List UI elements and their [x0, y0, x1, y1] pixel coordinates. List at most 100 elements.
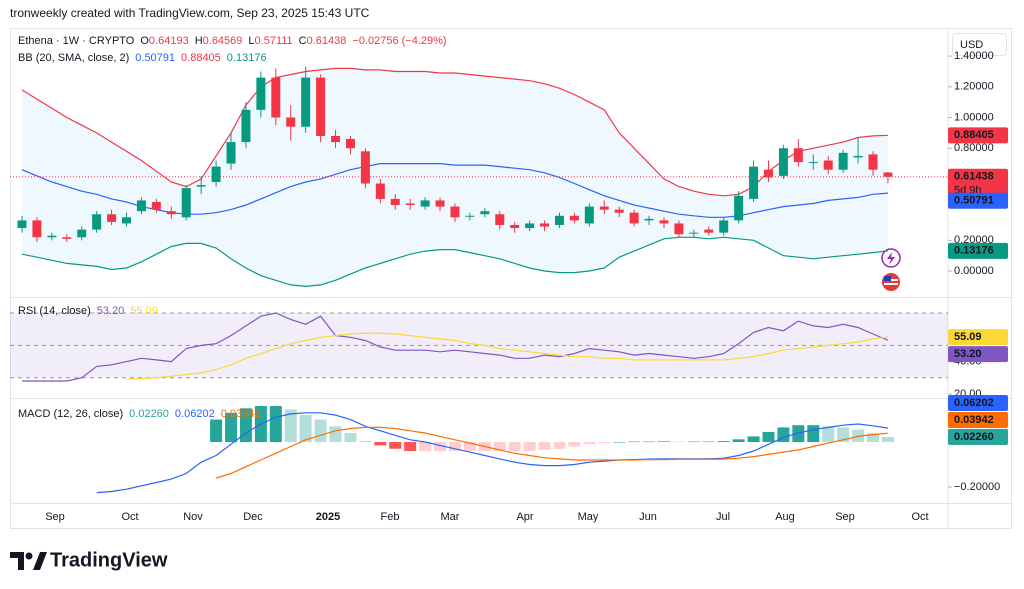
candle-body [614, 209, 624, 213]
brand-name: TradingView [50, 549, 168, 571]
histogram-bar [239, 408, 252, 443]
legend: Ethena · 1W · CRYPTO O0.64193 H0.64569 L0.5… [18, 35, 447, 47]
candle-body [749, 166, 759, 199]
histogram-bar [448, 442, 461, 452]
histogram-bar [807, 425, 820, 443]
histogram-bar [613, 442, 626, 443]
legend: RSI (14, close) 53.20 55.09 [18, 305, 158, 317]
candle-body [569, 215, 579, 221]
histogram-bar [568, 442, 581, 447]
candle-body [62, 237, 72, 239]
price-badge-label: 0.03942 [954, 414, 994, 426]
x-tick-label: 2025 [316, 511, 340, 523]
flag-canton [884, 276, 891, 281]
candle-body [47, 235, 57, 238]
candle-body [92, 214, 102, 230]
candle-body [345, 139, 355, 149]
candle-body [181, 188, 191, 218]
indicator-line [215, 426, 888, 479]
legend-item: C [299, 35, 307, 47]
x-tick-label: Nov [183, 511, 203, 523]
price-badge [948, 411, 1008, 428]
y-tick-label: 1.00000 [954, 111, 994, 123]
histogram-bar [523, 442, 536, 452]
price-badge [948, 168, 1008, 199]
chart-frame [10, 28, 1012, 529]
indicator-line [21, 236, 888, 288]
candle-body [107, 214, 117, 222]
candle-body [360, 151, 370, 184]
histogram-bar [314, 419, 327, 443]
candle-body [584, 206, 594, 224]
price-badge-label: 53.20 [954, 348, 982, 360]
band-fill [22, 68, 888, 287]
indicator-line [21, 67, 888, 197]
histogram-bar [643, 441, 656, 443]
x-tick-label: Oct [911, 511, 928, 523]
histogram-bar [434, 442, 447, 452]
histogram-bar [284, 409, 297, 443]
histogram-bar [553, 442, 566, 449]
legend-item: 0.64193 [149, 35, 189, 47]
histogram-bar [867, 433, 880, 443]
histogram-bar [702, 441, 715, 443]
candle-body [704, 229, 714, 233]
flag-icon[interactable] [882, 273, 900, 291]
candle-body [435, 200, 445, 207]
candle-body [868, 154, 878, 170]
candle-body [883, 172, 893, 177]
histogram-bar [762, 431, 775, 443]
candle-body [540, 223, 550, 227]
candle-body [659, 220, 669, 224]
candle-body [151, 201, 161, 210]
candle-body [510, 224, 520, 229]
y-tick-label: 0.80000 [954, 142, 994, 154]
histogram-bar [598, 442, 611, 444]
x-tick-label: Dec [243, 511, 263, 523]
x-tick-label: Apr [516, 511, 533, 523]
x-tick-label: May [578, 511, 599, 523]
candle-body [196, 185, 206, 187]
indicator-line [22, 312, 889, 382]
indicator-line [96, 412, 888, 494]
histogram-bar [419, 442, 432, 452]
candle-body [241, 109, 251, 143]
candle-body [17, 220, 27, 229]
x-tick-label: Sep [45, 511, 65, 523]
candle-body [764, 169, 773, 178]
legend-item: 0.13176 [227, 52, 267, 64]
legend-item: −0.02756 (−4.29%) [352, 35, 446, 47]
histogram-bar [822, 426, 835, 443]
price-badge-label: 0.61438 [954, 171, 994, 183]
histogram-bar [628, 441, 641, 443]
logo-part [33, 552, 47, 570]
candle-body [256, 77, 266, 110]
histogram-bar [463, 442, 476, 452]
x-tick-label: Feb [381, 511, 400, 523]
logo-part [25, 552, 33, 560]
candle-body [644, 218, 654, 221]
x-tick-label: Oct [121, 511, 138, 523]
candle-body [375, 183, 385, 199]
legend-item: 53.20 [97, 305, 125, 317]
legend-item: 0.06202 [175, 408, 215, 420]
histogram-bar [225, 412, 238, 443]
histogram-bar [508, 442, 521, 452]
x-tick-label: Mar [441, 511, 460, 523]
histogram-bar [672, 441, 685, 443]
legend: BB (20, SMA, close, 2) 0.50791 0.88405 0.13… [18, 52, 267, 64]
candle-body [271, 77, 281, 118]
histogram-bar [374, 442, 387, 446]
currency-button[interactable] [952, 33, 1007, 56]
candle-body [525, 223, 535, 229]
y-tick-label: 1.20000 [954, 81, 994, 93]
currency-label[interactable]: USD [960, 39, 983, 51]
y-tick-label: 0.00000 [954, 265, 994, 277]
price-badge [948, 127, 1008, 144]
x-tick-label: Jun [639, 511, 657, 523]
histogram-bar [404, 442, 417, 452]
candle-body [166, 211, 176, 215]
legend-item: RSI (14, close) [18, 305, 91, 317]
histogram-bar [269, 406, 282, 443]
